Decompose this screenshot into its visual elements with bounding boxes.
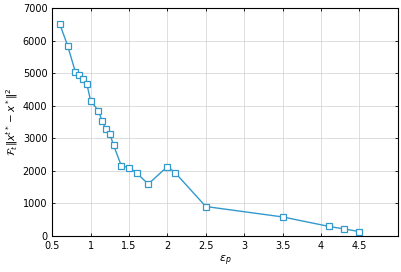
X-axis label: $\varepsilon_p$: $\varepsilon_p$ [218,254,231,268]
Y-axis label: $\mathcal{F}_t \Vert x^{t*} - x^* \Vert^2$: $\mathcal{F}_t \Vert x^{t*} - x^* \Vert^… [4,88,20,156]
